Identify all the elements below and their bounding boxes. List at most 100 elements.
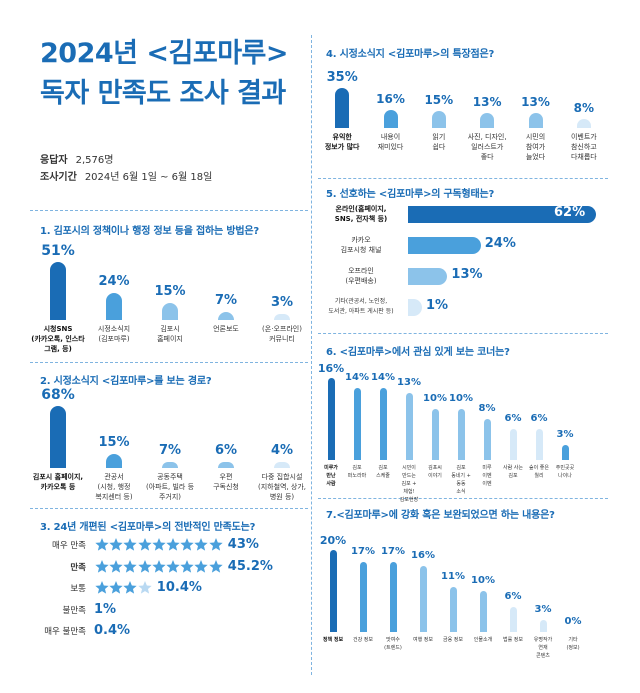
q4-category-line: 재미있다 — [377, 143, 404, 151]
star-icon — [152, 538, 166, 551]
q5-pct-label: 62% — [554, 205, 586, 220]
q5-pct-label: 13% — [451, 267, 483, 282]
respondents-value: 2,576명 — [75, 155, 114, 166]
q7-bar — [359, 562, 367, 632]
q4-category-label: 시민의 참여가 늘었다 — [507, 132, 563, 162]
q5-pct-label: 1% — [426, 298, 449, 313]
star-icon — [208, 559, 223, 573]
q5-category-line: 온라인(홈페이지, — [335, 205, 387, 213]
q6-category-line: 이벤 — [482, 481, 492, 487]
star-icon — [137, 559, 152, 573]
q4-category-line: 유익한 — [332, 133, 352, 141]
q1-category-line: 커뮤니티 — [269, 335, 295, 343]
q5-bar — [408, 268, 448, 285]
q3-chart: 매우 만족 43% 만족 45.2% 보통 10.4% 불만족 1% 매우 불만족 0.4% — [30, 535, 310, 645]
q7-bar — [329, 550, 337, 632]
q1-bar — [274, 314, 290, 320]
q6-bar — [535, 429, 543, 460]
q6-category-line: 이야기 — [428, 473, 442, 479]
q7-category-label: 유명작가 연재 콘텐츠 — [524, 636, 562, 660]
q6-pct-label: 8% — [478, 403, 496, 414]
q2-bar — [274, 462, 290, 468]
star-icon — [208, 538, 223, 551]
q7-category-line: 인물소개 — [473, 637, 493, 643]
q6-category-line: 사람 사는 — [503, 465, 523, 471]
q6-category-line: 주민곳곳 — [555, 465, 575, 471]
q1-category-label: 언론보도 — [194, 324, 258, 334]
q4-category-label: 이벤트가 참신하고 다채롭다 — [556, 132, 612, 162]
q1-bar — [218, 312, 234, 320]
q6-category-label: 숲이 좋은 월리 — [522, 464, 556, 480]
q1-category-line: (김포마루) — [98, 335, 130, 343]
q7-category-line: 맛여수 — [386, 637, 400, 643]
q6-category-label: 김포 퍼노라마 — [340, 464, 374, 480]
q6-category-line: 미루 — [482, 465, 492, 471]
divider-right-1 — [318, 178, 608, 179]
q4-pct-label: 13% — [521, 95, 550, 110]
q7-category-line: 금융 정보 — [443, 637, 463, 643]
star-icon — [109, 538, 123, 551]
q6-category-label: 주민곳곳 나이나 — [548, 464, 582, 480]
q5-pct-label: 24% — [484, 236, 516, 251]
q1-category-label: 시청SNS (카카오톡, 인스타 그램, 등) — [26, 324, 90, 354]
q2-category-line: 복지센터 등) — [95, 493, 133, 501]
star-icon — [180, 538, 194, 551]
star-shape — [123, 538, 138, 551]
star-shape — [95, 538, 109, 551]
q2-category-line: 공동주택 — [157, 473, 183, 481]
q2-bar — [106, 454, 122, 468]
star-icon — [180, 559, 194, 573]
star-shape — [109, 559, 123, 573]
q6-chart: 16% 미루가 만난 사람 14% 김포 퍼노라마 14% 김포 스케줄 13% 시민이 만드는 김포 +… — [318, 358, 608, 503]
q1-category-label: 시정소식지 (김포마루) — [82, 324, 146, 344]
q7-category-line: 콘텐츠 — [536, 653, 550, 659]
q7-category-line: (정보) — [566, 645, 580, 651]
q1-pct-label: 7% — [214, 293, 238, 309]
q5-category-line: 오프라인 — [348, 267, 374, 275]
q4-category-label: 읽기 쉽다 — [411, 132, 467, 152]
q6-category-line: 김포현장 — [399, 497, 419, 503]
q2-pct-label: 7% — [158, 442, 182, 458]
q4-category-line: 사진, 디자인, — [467, 133, 507, 141]
q6-category-line: 체험! — [403, 489, 415, 495]
q4-pct-label: 8% — [573, 100, 595, 115]
q6-category-label: 김포 동네기 + 동동 소식 — [444, 464, 478, 496]
q3-category-label: 보통 — [70, 584, 86, 594]
q2-category-label: 공동주택 (아파트, 빌라 등 주거지) — [138, 472, 202, 502]
q7-category-label: 건강 정보 — [344, 636, 382, 644]
q5-category-line: (우편배송) — [345, 277, 377, 285]
q7-category-label: 법률 정보 — [494, 636, 532, 644]
q3-pct-label: 1% — [94, 601, 117, 617]
q1-category-line: 언론보도 — [213, 325, 239, 333]
q5-category-label: 카카오 김포시청 채널 — [318, 235, 404, 255]
q6-category-line: 소식 — [456, 489, 466, 495]
star-icon — [123, 538, 138, 551]
q2-category-line: (시청, 행정 — [97, 483, 131, 491]
star-shape — [123, 559, 138, 573]
period-label: 조사기간 — [40, 172, 77, 183]
q2-category-line: 주거지) — [158, 493, 182, 501]
q5-chart: 62% 온라인(홈페이지, SNS, 전자책 등) 24% 카카오 김포시청 채널 13% 오… — [318, 200, 608, 330]
q6-category-line: 김포 — [456, 465, 466, 471]
respondents-row: 응답자 2,576명 — [40, 151, 113, 166]
q1-bar — [162, 302, 178, 320]
q5-category-line: 카카오 — [351, 236, 371, 244]
q6-category-line: 김포 — [378, 465, 388, 471]
q1-bar — [50, 262, 66, 320]
star-icon — [137, 581, 152, 594]
q1-bar — [106, 292, 122, 320]
q7-bar — [389, 562, 397, 632]
q6-category-line: 김포 + — [401, 481, 417, 487]
divider-left-top — [30, 210, 308, 211]
q6-category-label: 사람 사는 김포 — [496, 464, 530, 480]
q5-bar — [408, 299, 422, 316]
star-icon — [137, 538, 152, 551]
q6-category-label: 미루 이벤 이벤 — [470, 464, 504, 488]
q7-category-label: 여행 정보 — [404, 636, 442, 644]
q7-category-line: 유명작가 — [533, 637, 553, 643]
q7-category-label: 기타 (정보) — [554, 636, 592, 652]
period-value: 2024년 6월 1일 ~ 6월 18일 — [84, 172, 213, 183]
q2-bar — [50, 406, 66, 468]
q6-bar — [405, 393, 413, 460]
q6-bar — [353, 388, 361, 460]
